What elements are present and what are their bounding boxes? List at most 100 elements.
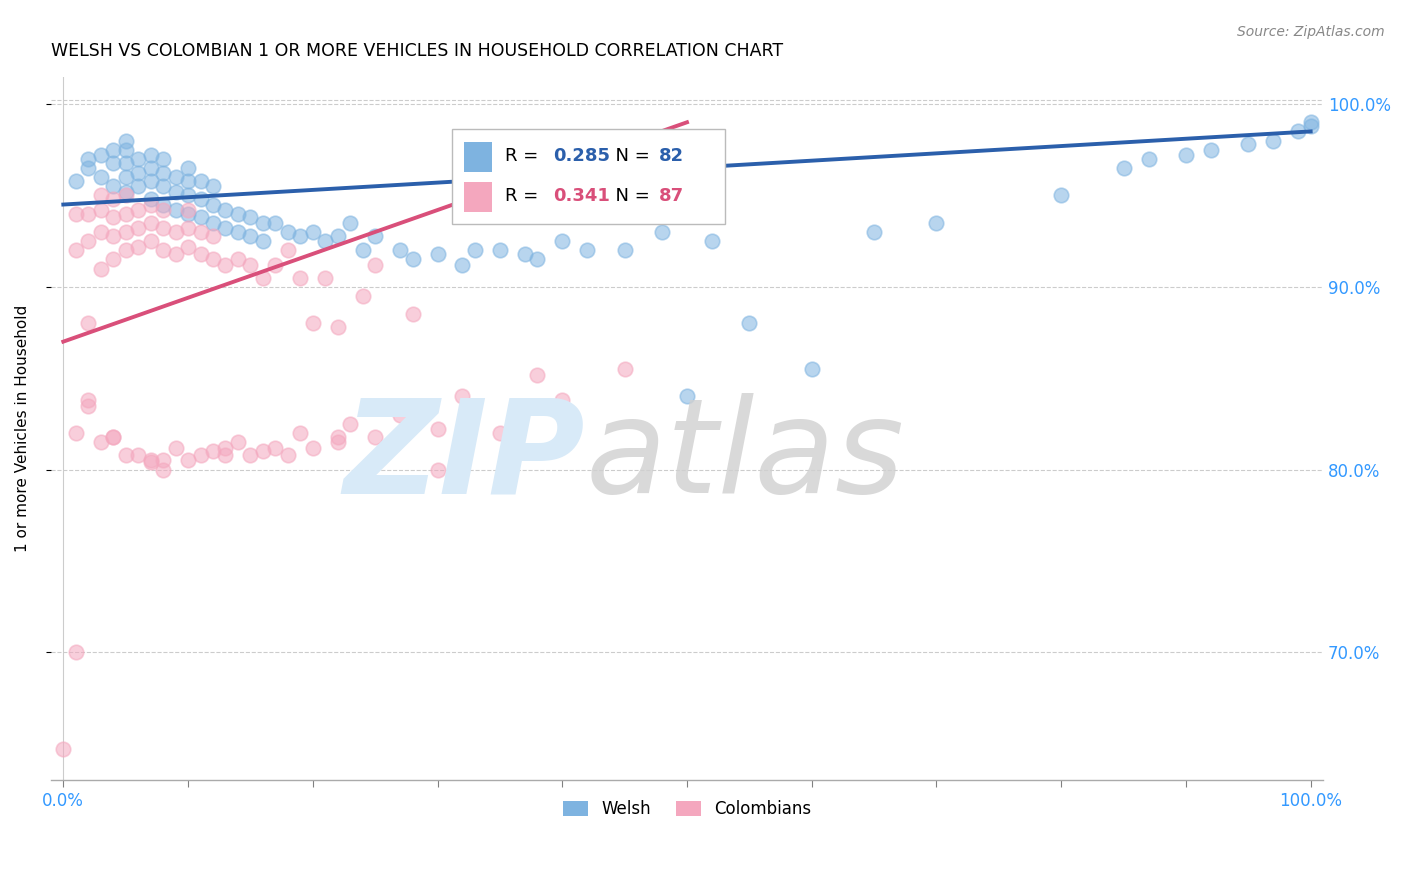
Point: [326, 228, 349, 243]
Point: [127, 448, 149, 462]
Point: [252, 270, 274, 285]
Text: atlas: atlas: [585, 393, 904, 520]
Point: [177, 202, 200, 217]
Point: [103, 192, 125, 206]
Point: [576, 244, 599, 258]
Point: [551, 393, 574, 408]
Point: [103, 228, 125, 243]
Point: [103, 430, 125, 444]
FancyBboxPatch shape: [464, 182, 492, 211]
Point: [201, 197, 224, 211]
FancyBboxPatch shape: [464, 142, 492, 171]
Point: [103, 179, 125, 194]
Point: [114, 225, 136, 239]
Point: [613, 244, 636, 258]
Point: [190, 174, 212, 188]
Point: [389, 408, 412, 422]
Point: [90, 148, 112, 162]
Text: Source: ZipAtlas.com: Source: ZipAtlas.com: [1237, 25, 1385, 39]
Point: [177, 239, 200, 253]
Point: [364, 228, 387, 243]
Point: [152, 152, 174, 166]
Point: [1174, 148, 1197, 162]
Point: [277, 225, 299, 239]
Point: [1299, 115, 1322, 129]
Point: [114, 244, 136, 258]
Point: [90, 261, 112, 276]
Point: [863, 225, 886, 239]
Point: [201, 444, 224, 458]
Text: 0.285: 0.285: [554, 147, 610, 165]
Point: [551, 234, 574, 248]
Point: [139, 192, 162, 206]
Point: [489, 244, 512, 258]
Point: [526, 368, 548, 382]
Point: [114, 185, 136, 199]
Text: WELSH VS COLOMBIAN 1 OR MORE VEHICLES IN HOUSEHOLD CORRELATION CHART: WELSH VS COLOMBIAN 1 OR MORE VEHICLES IN…: [51, 42, 783, 60]
Point: [165, 441, 187, 455]
Point: [90, 435, 112, 450]
Point: [1286, 124, 1309, 138]
Point: [165, 185, 187, 199]
Text: 0.341: 0.341: [554, 187, 610, 205]
Point: [352, 244, 374, 258]
Point: [252, 216, 274, 230]
Point: [139, 234, 162, 248]
Point: [214, 448, 236, 462]
Point: [352, 289, 374, 303]
Point: [77, 161, 100, 175]
Point: [676, 389, 699, 403]
Point: [103, 143, 125, 157]
Point: [77, 234, 100, 248]
Point: [214, 441, 236, 455]
Point: [290, 228, 312, 243]
Point: [103, 252, 125, 267]
Point: [290, 270, 312, 285]
Point: [214, 202, 236, 217]
Point: [152, 202, 174, 217]
Point: [226, 252, 249, 267]
Point: [252, 234, 274, 248]
Point: [239, 448, 262, 462]
Point: [239, 258, 262, 272]
Point: [90, 225, 112, 239]
Point: [165, 170, 187, 185]
Point: [114, 188, 136, 202]
Text: R =: R =: [505, 187, 544, 205]
Point: [226, 435, 249, 450]
Point: [364, 258, 387, 272]
Point: [65, 207, 87, 221]
Point: [401, 307, 423, 321]
Point: [139, 216, 162, 230]
Point: [114, 448, 136, 462]
Point: [326, 320, 349, 334]
Point: [1237, 137, 1260, 152]
Point: [264, 441, 287, 455]
Point: [114, 143, 136, 157]
Point: [190, 192, 212, 206]
Point: [290, 425, 312, 440]
Text: N =: N =: [605, 187, 655, 205]
Point: [165, 225, 187, 239]
Point: [77, 399, 100, 413]
Point: [925, 216, 948, 230]
Point: [90, 170, 112, 185]
Point: [226, 225, 249, 239]
Point: [127, 221, 149, 235]
Point: [301, 441, 323, 455]
Point: [177, 453, 200, 467]
Point: [77, 152, 100, 166]
Point: [239, 211, 262, 225]
Point: [451, 389, 474, 403]
Point: [177, 174, 200, 188]
Text: 82: 82: [659, 147, 685, 165]
Point: [190, 211, 212, 225]
Point: [214, 221, 236, 235]
Point: [114, 155, 136, 169]
Point: [264, 216, 287, 230]
Point: [314, 270, 336, 285]
Point: [152, 179, 174, 194]
Point: [239, 228, 262, 243]
Point: [152, 166, 174, 180]
Point: [152, 462, 174, 476]
